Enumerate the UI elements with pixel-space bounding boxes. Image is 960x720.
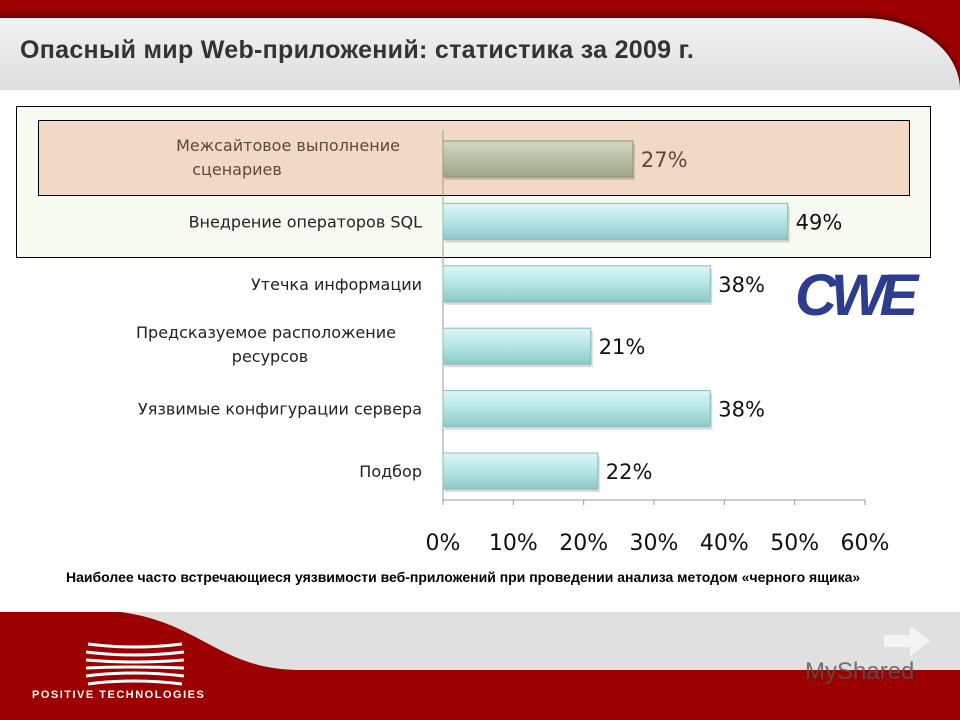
bar-value-label: 22% [606,460,653,484]
bar-value-label: 27% [641,148,688,172]
page-title: Опасный мир Web-приложений: статистика з… [20,36,695,64]
x-tick-label: 30% [630,531,679,556]
chart-caption: Наиболее часто встречающиеся уязвимости … [66,569,861,585]
bar [442,327,592,365]
title-band [0,18,960,90]
bar-value-label: 38% [718,273,765,297]
bar-chart: 0% 10% 20% 30% 40% 50% 60% 27% Межсайтовое выпол… [136,130,890,556]
category-label: Подбор [359,462,422,481]
bar [442,202,789,240]
category-label: Предсказуемое расположение [136,323,396,342]
category-label: ресурсов [232,347,308,366]
bar [442,390,711,428]
category-label: сценариев [192,160,282,179]
next-arrow-icon[interactable] [884,626,932,656]
category-label: Уязвимые конфигурации сервера [138,400,422,419]
bar-value-label: 38% [718,398,765,422]
x-tick-label: 20% [559,531,608,556]
x-tick-label: 60% [841,531,890,556]
positive-technologies-logo-icon [85,642,185,686]
bar [442,452,599,490]
bar-value-label: 21% [599,335,646,359]
x-tick-label: 50% [770,531,819,556]
cwe-logo: CWE [795,263,918,328]
bar [442,140,634,178]
company-name: POSITIVE TECHNOLOGIES [32,689,206,701]
watermark: MyShared [805,658,915,685]
bar-value-label: 49% [796,210,843,234]
category-label: Межсайтовое выполнение [176,136,400,155]
bar [442,265,711,303]
category-label: Внедрение операторов SQL [189,212,423,231]
category-label: Утечка информации [251,275,422,294]
x-tick-label: 0% [426,531,461,556]
x-tick-label: 40% [700,531,749,556]
x-tick-label: 10% [489,531,538,556]
